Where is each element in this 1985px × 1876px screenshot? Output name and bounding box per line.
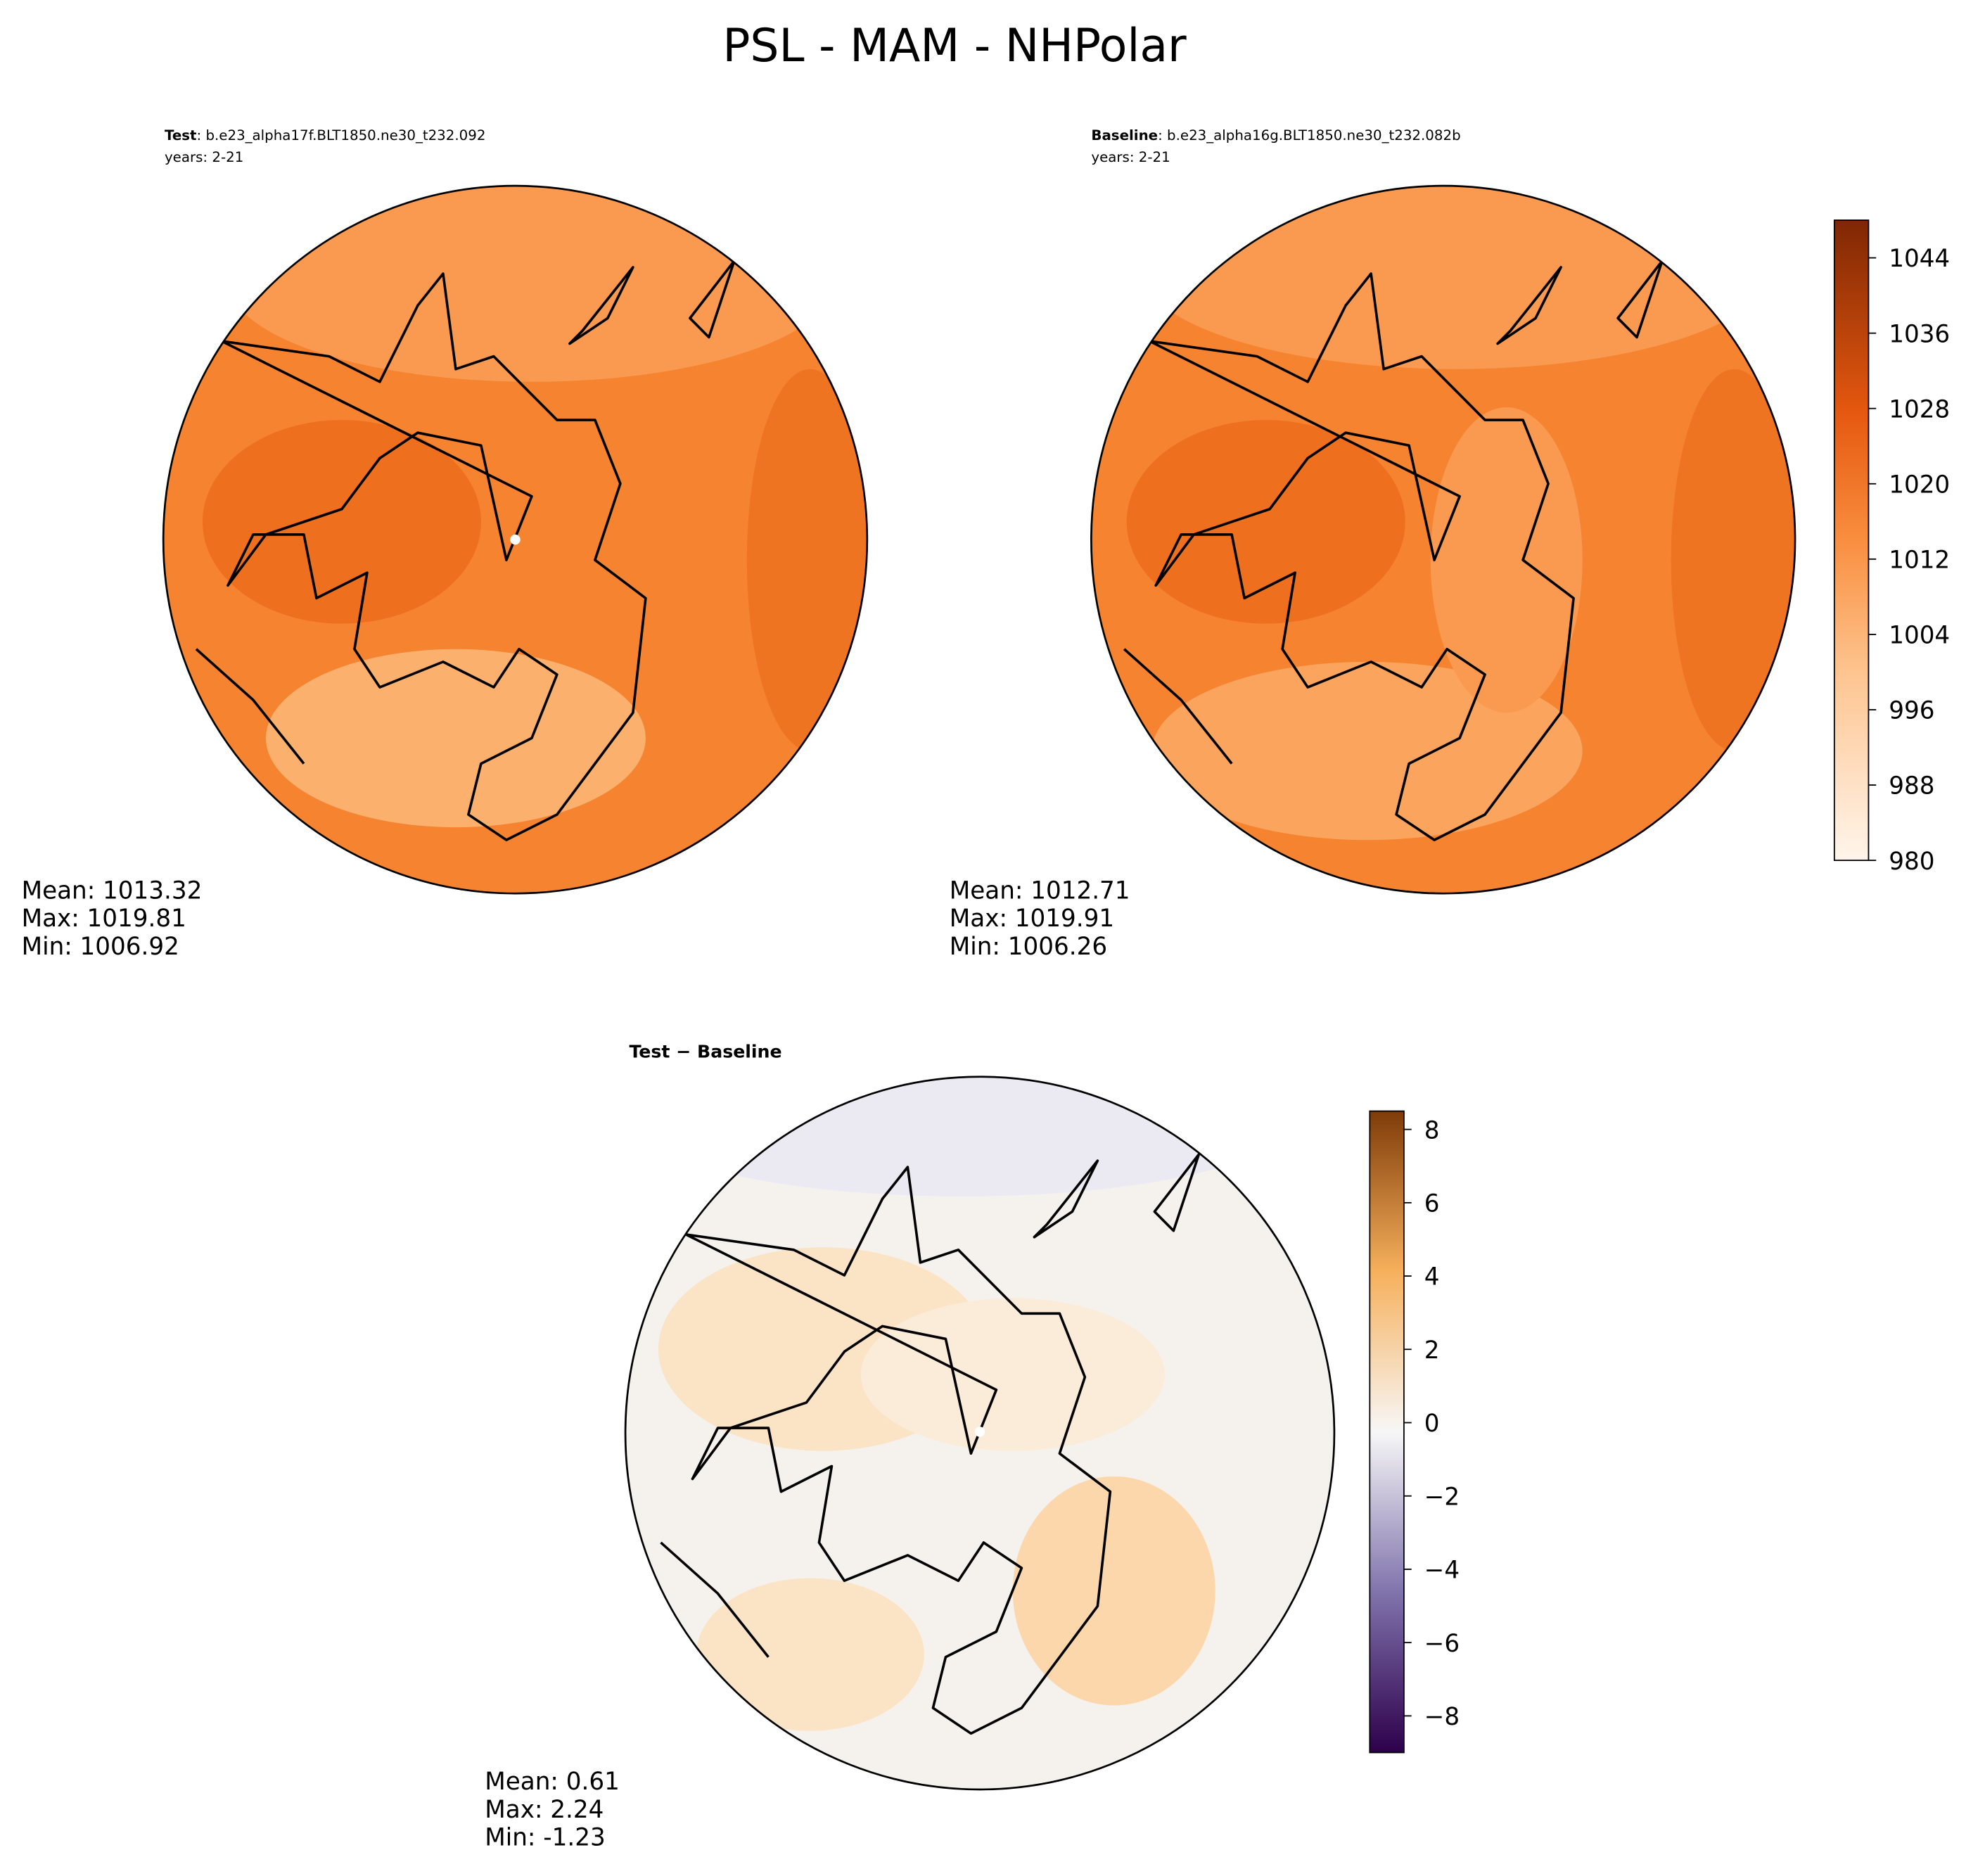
colorbar-tick-label: 6	[1424, 1189, 1440, 1218]
stat-label: Min:	[22, 933, 72, 961]
colorbar-tick-label: −2	[1424, 1483, 1460, 1511]
panel-title-rest: : b.e23_alpha17f.BLT1850.ne30_t232.092	[197, 127, 486, 143]
colorbar-tick-label: 996	[1889, 697, 1934, 725]
stat-value: 1019.81	[87, 905, 186, 933]
colorbar-tick-label: −6	[1424, 1630, 1460, 1658]
colorbar-tick-label: 980	[1889, 848, 1934, 876]
panel-title: Test: b.e23_alpha17f.BLT1850.ne30_t232.0…	[165, 127, 485, 143]
colorbar-tick-label: 1036	[1889, 320, 1950, 348]
colorbar-tick-label: 1028	[1889, 395, 1950, 423]
coastline	[660, 1153, 1201, 1735]
stat-line: Mean: 0.61	[485, 1768, 620, 1796]
map-boundary	[162, 184, 869, 895]
panel-title-bold: Test − Baseline	[629, 1042, 781, 1062]
colorbar-tick-label: 4	[1424, 1263, 1440, 1291]
panel-title-bold: Test	[165, 127, 197, 143]
stat-line: Min: 1006.92	[22, 933, 179, 961]
colorbar	[1833, 219, 1870, 862]
stat-value: 1012.71	[1030, 876, 1130, 905]
stat-label: Mean:	[22, 876, 96, 905]
stat-value: -1.23	[543, 1823, 605, 1851]
colorbar-tick-label: 988	[1889, 772, 1934, 800]
coastline	[195, 260, 736, 841]
colorbar-tick-label: 1004	[1889, 621, 1950, 649]
colorbar-tick-label: 0	[1424, 1410, 1440, 1438]
figure-title: PSL - MAM - NHPolar	[722, 20, 1187, 72]
stat-line: Min: 1006.26	[950, 933, 1107, 961]
panel-subtitle: years: 2-21	[1091, 149, 1170, 165]
pole	[974, 1427, 985, 1437]
colorbar-tick-label: −8	[1424, 1703, 1460, 1731]
panel-title-bold: Baseline	[1091, 127, 1158, 143]
stat-label: Min:	[950, 933, 1000, 961]
stat-value: 0.61	[566, 1768, 620, 1796]
colorbar-tick-label: 1020	[1889, 471, 1950, 499]
stat-line: Max: 1019.81	[22, 905, 186, 933]
stat-line: Max: 1019.91	[950, 905, 1114, 933]
colorbar-tick-label: −4	[1424, 1557, 1460, 1585]
panel-title: Test − Baseline	[629, 1042, 781, 1062]
colorbar-tick-label: 1044	[1889, 245, 1950, 273]
map-boundary	[624, 1076, 1336, 1791]
stat-line: Min: -1.23	[485, 1823, 605, 1851]
stat-label: Max:	[485, 1796, 542, 1824]
stat-label: Min:	[485, 1823, 535, 1851]
stat-value: 1006.92	[80, 933, 179, 961]
stat-value: 1013.32	[103, 876, 202, 905]
stat-line: Mean: 1012.71	[950, 876, 1130, 905]
stat-label: Max:	[22, 905, 79, 933]
stat-label: Max:	[950, 905, 1007, 933]
panel-title: Baseline: b.e23_alpha16g.BLT1850.ne30_t2…	[1091, 127, 1460, 143]
stat-value: 1006.26	[1008, 933, 1107, 961]
panel-title-rest: : b.e23_alpha16g.BLT1850.ne30_t232.082b	[1158, 127, 1461, 143]
stat-line: Mean: 1013.32	[22, 876, 203, 905]
colorbar-tick-label: 1012	[1889, 546, 1950, 574]
pole	[510, 534, 521, 545]
colorbar-tick-label: 2	[1424, 1336, 1440, 1365]
map-boundary	[1090, 184, 1796, 895]
stat-label: Mean:	[485, 1768, 559, 1796]
stat-line: Max: 2.24	[485, 1796, 604, 1824]
colorbar-tick-label: 8	[1424, 1116, 1440, 1144]
stat-label: Mean:	[950, 876, 1023, 905]
colorbar	[1369, 1110, 1405, 1754]
panel-subtitle: years: 2-21	[165, 149, 243, 165]
stat-value: 1019.91	[1015, 905, 1114, 933]
coastline	[1123, 260, 1664, 841]
stat-value: 2.24	[550, 1796, 604, 1824]
